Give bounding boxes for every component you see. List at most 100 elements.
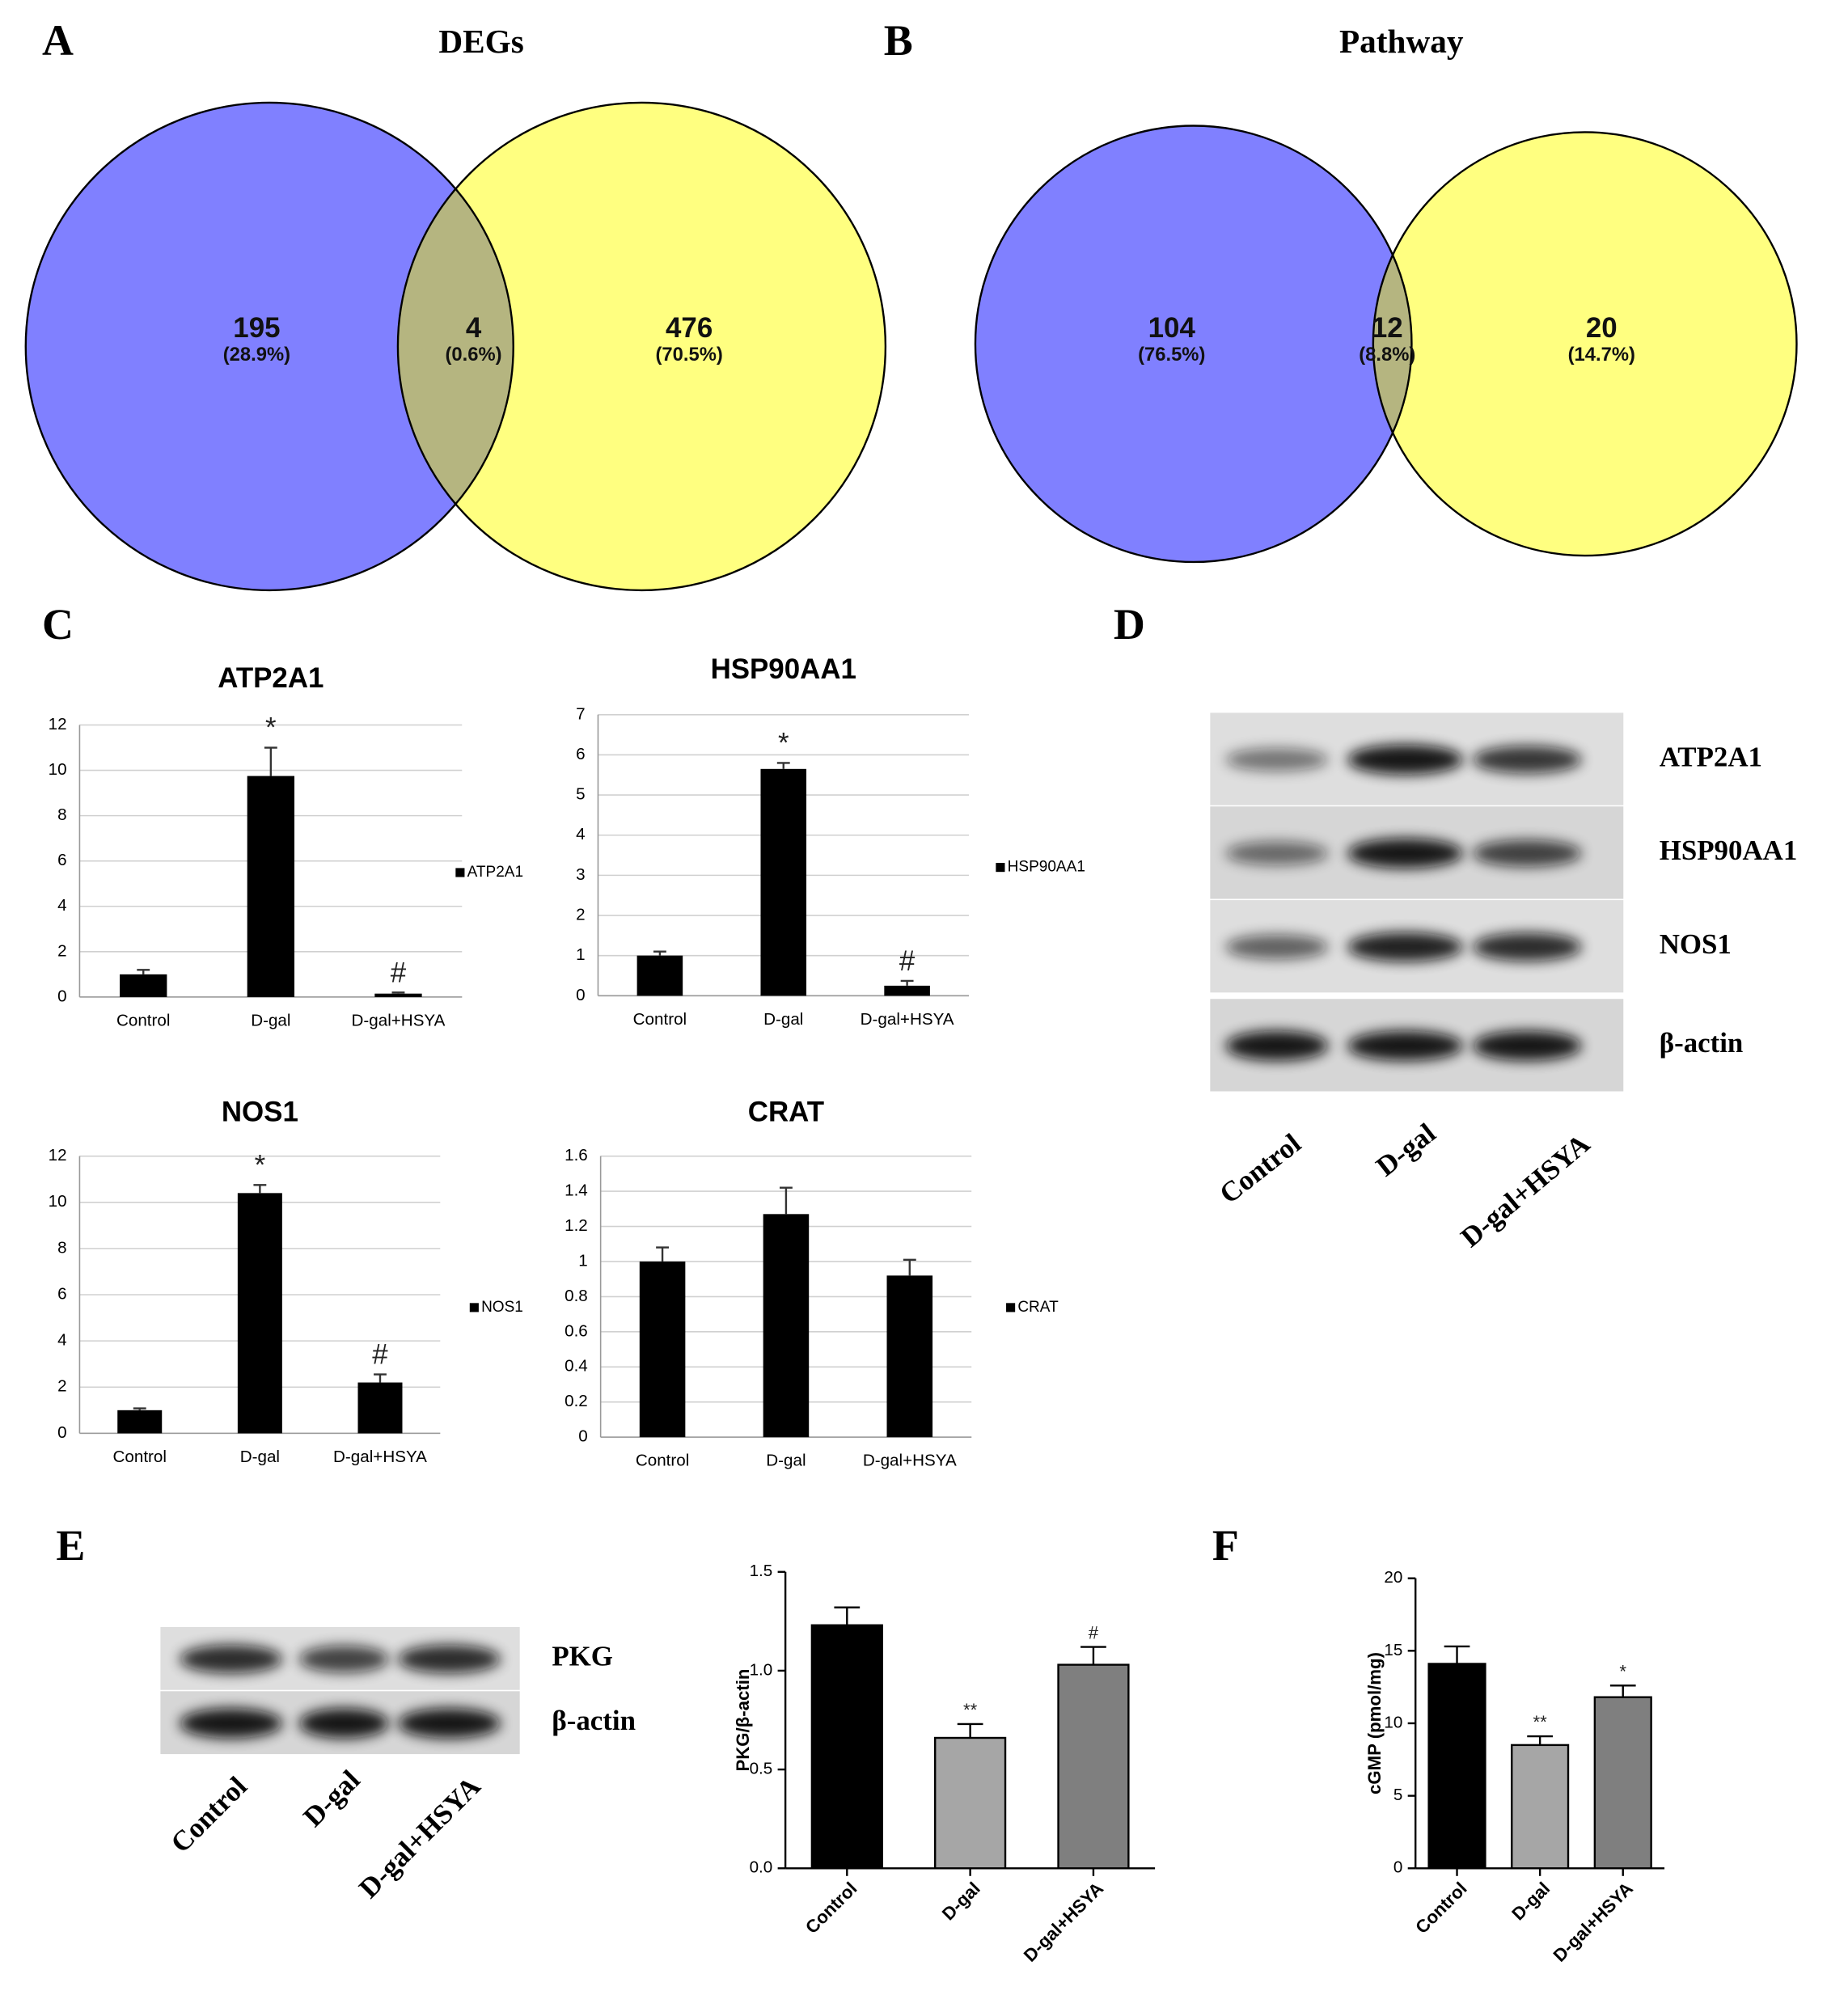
y-tick-label: 0.0 [750, 1858, 773, 1877]
blot-band [180, 1645, 283, 1674]
significance-mark: # [391, 957, 407, 988]
y-tick-label: 0.4 [565, 1357, 588, 1376]
panel-letter: E [56, 1521, 85, 1570]
y-tick-label: 8 [57, 1238, 66, 1257]
x-tick-label: D-gal+HSYA [333, 1448, 427, 1466]
y-tick-label: 15 [1384, 1641, 1402, 1659]
y-tick-label: 5 [576, 785, 585, 804]
set-outline [974, 125, 1413, 564]
chart-title: HSP90AA1 [711, 653, 856, 685]
venn-count: 476 [666, 312, 713, 344]
bar [120, 974, 167, 997]
blot-band [1472, 839, 1582, 867]
blot-band [1472, 746, 1582, 774]
y-tick-label: 1 [578, 1251, 587, 1270]
x-tick-label: Control [116, 1011, 170, 1029]
venn-count: 4 [466, 312, 482, 344]
blot-band [1225, 934, 1329, 960]
blot-band [1225, 1030, 1329, 1061]
blot-row-label: PKG [552, 1641, 613, 1672]
blot-row-label: ATP2A1 [1660, 741, 1762, 772]
venn-title: DEGs [438, 23, 523, 60]
x-tick-label: Control [113, 1448, 167, 1466]
blot-band [397, 1645, 501, 1674]
panel-letter: D [1114, 600, 1145, 649]
chart-title: CRAT [748, 1097, 824, 1128]
panel-letter: F [1212, 1521, 1239, 1570]
significance-mark: * [265, 712, 277, 744]
y-tick-label: 20 [1384, 1568, 1402, 1587]
set-circle [1372, 132, 1797, 556]
y-axis-label: cGMP (pmol/mg) [1364, 1652, 1385, 1794]
x-tick-label: D-gal [251, 1011, 290, 1029]
y-tick-label: 4 [57, 1331, 66, 1350]
venn-share: (28.9%) [223, 344, 290, 366]
y-tick-label: 10 [1384, 1713, 1402, 1731]
significance-mark: * [1619, 1661, 1626, 1681]
blot-band [298, 1645, 389, 1673]
venn-share: (8.8%) [1359, 344, 1415, 366]
venn-count: 104 [1148, 312, 1196, 344]
y-tick-label: 2 [576, 905, 585, 924]
bar [763, 1214, 810, 1438]
chart-title: ATP2A1 [218, 662, 324, 694]
set-outline [396, 101, 887, 592]
x-tick-label: D-gal+HSYA [861, 1010, 954, 1029]
legend-swatch [455, 868, 465, 877]
y-tick-label: 1 [576, 945, 585, 964]
bar [810, 1624, 883, 1870]
y-tick-label: 10 [49, 1192, 67, 1211]
y-tick-label: 4 [576, 825, 585, 843]
y-tick-label: 6 [57, 1284, 66, 1303]
y-tick-label: 2 [57, 941, 66, 960]
y-tick-label: 3 [576, 865, 585, 884]
y-tick-label: 6 [576, 745, 585, 763]
panel-letter: C [42, 600, 74, 649]
venn-share: (76.5%) [1138, 344, 1205, 366]
bar [237, 1193, 282, 1434]
bar [247, 776, 295, 997]
y-tick-label: 0 [57, 1423, 66, 1442]
blot-band [1225, 841, 1329, 865]
y-tick-label: 1.2 [565, 1216, 588, 1235]
bar [934, 1736, 1007, 1870]
legend-swatch [469, 1303, 479, 1312]
panel-letter: A [42, 16, 74, 65]
y-tick-label: 1.5 [750, 1562, 773, 1580]
significance-mark: # [899, 945, 916, 977]
bar [639, 1261, 686, 1438]
x-tick-label: D-gal+HSYA [863, 1452, 957, 1470]
legend-label: ATP2A1 [467, 864, 523, 881]
y-tick-label: 12 [49, 715, 67, 733]
significance-mark: ** [963, 1700, 978, 1720]
y-tick-label: 0 [57, 987, 66, 1005]
blot-row-label: β-actin [1660, 1027, 1744, 1059]
y-tick-label: 7 [576, 704, 585, 723]
bar [1057, 1663, 1130, 1870]
venn-count: 195 [233, 312, 280, 344]
legend-label: NOS1 [481, 1299, 523, 1316]
blot-band [298, 1708, 389, 1739]
blot-band [1225, 748, 1329, 771]
set-circle [25, 102, 514, 590]
y-axis-label: PKG/β-actin [733, 1668, 753, 1771]
y-tick-label: 10 [49, 760, 67, 779]
y-tick-label: 0 [576, 986, 585, 1004]
blot-row-label: β-actin [552, 1705, 636, 1736]
significance-mark: # [1089, 1623, 1099, 1643]
set-outline [24, 101, 514, 592]
venn-share: (14.7%) [1568, 344, 1635, 366]
blot-band [1472, 1030, 1582, 1061]
venn-count: 12 [1372, 312, 1403, 344]
x-tick-label: Control [633, 1010, 687, 1029]
x-tick-label: D-gal [766, 1452, 806, 1470]
bar [1511, 1744, 1570, 1870]
blot-row-label: HSP90AA1 [1660, 835, 1798, 866]
set-outline [1372, 131, 1798, 557]
x-tick-label: D-gal+HSYA [352, 1011, 446, 1029]
venn-share: (70.5%) [655, 344, 722, 366]
y-tick-label: 8 [57, 805, 66, 824]
x-tick-label: D-gal [763, 1010, 803, 1029]
y-tick-label: 0 [1393, 1858, 1402, 1877]
y-tick-label: 0 [578, 1427, 587, 1446]
